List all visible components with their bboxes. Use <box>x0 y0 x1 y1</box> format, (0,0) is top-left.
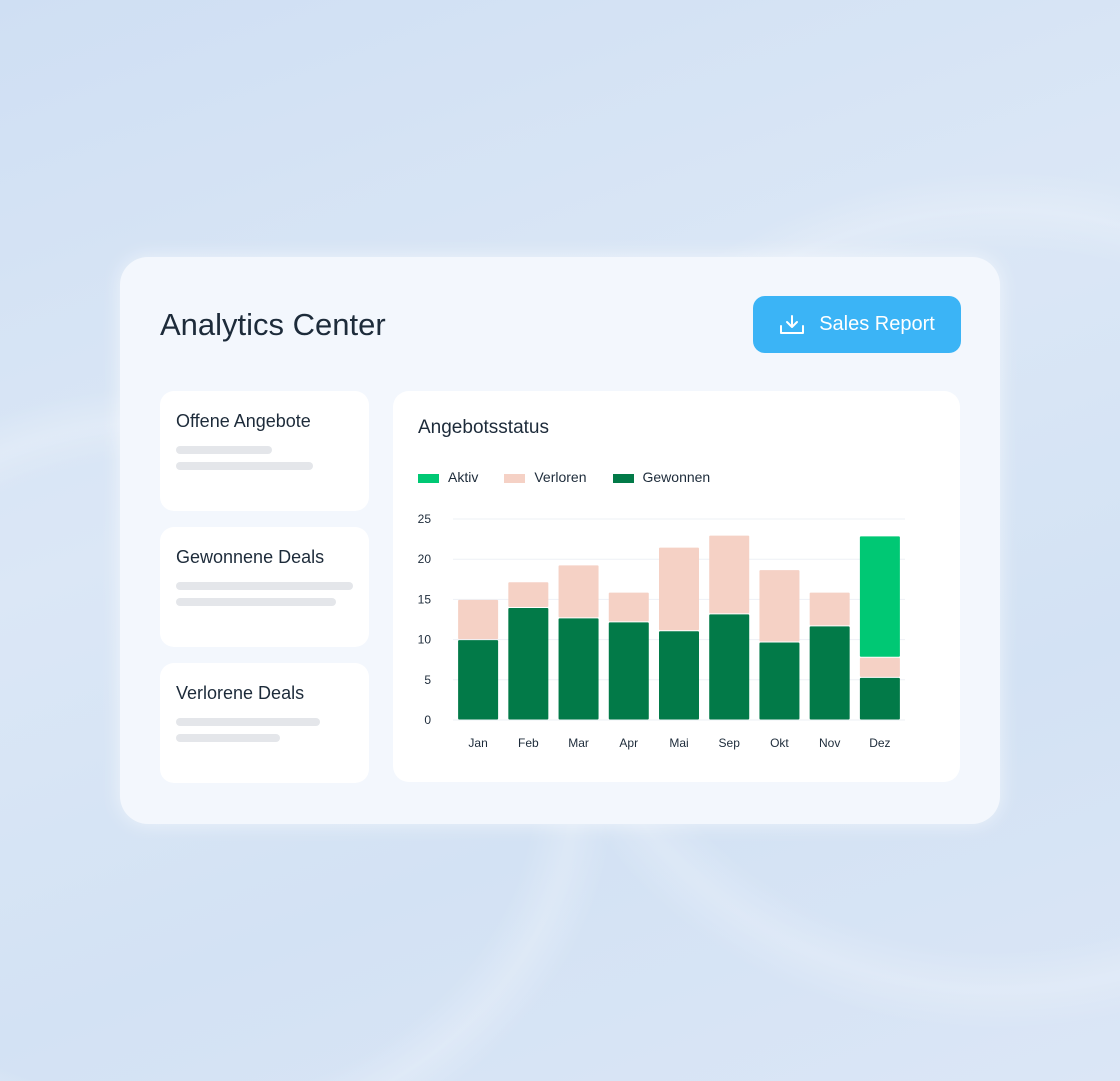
y-tick-label: 20 <box>418 552 432 566</box>
x-tick-label: Okt <box>770 736 789 750</box>
x-tick-label: Nov <box>819 736 840 750</box>
legend-item-verloren: Verloren <box>504 469 587 485</box>
download-icon <box>780 314 805 334</box>
bar-verloren-nov <box>809 592 850 626</box>
bar-verloren-mar <box>558 565 599 618</box>
x-tick-label: Mar <box>568 736 589 750</box>
stacked-bar-chart: 0 5 10 15 20 25 Jan Feb Mar Apr Mai Sep Okt Nov Dez <box>418 512 905 750</box>
placeholder-line <box>176 718 320 726</box>
y-tick-label: 10 <box>418 633 432 647</box>
bar-verloren-dez <box>859 657 900 677</box>
card-title: Offene Angebote <box>176 411 311 431</box>
x-tick-label: Apr <box>619 736 638 750</box>
bar-aktiv-dez <box>859 536 900 657</box>
y-tick-label: 0 <box>424 713 431 727</box>
bar-verloren-mai <box>659 547 699 631</box>
card-title: Verlorene Deals <box>176 683 305 703</box>
card-offene-angebote[interactable]: Offene Angebote <box>160 391 369 511</box>
x-tick-label: Feb <box>518 736 539 750</box>
bar-gewonnen-dez <box>859 677 900 720</box>
card-title: Gewonnene Deals <box>176 547 325 567</box>
placeholder-line <box>176 598 336 606</box>
sales-report-label: Sales Report <box>819 313 935 335</box>
y-tick-label: 5 <box>424 673 431 687</box>
legend-swatch <box>418 473 439 483</box>
chart-title: Angebotsstatus <box>418 417 549 438</box>
analytics-panel: Analytics Center Sales Report Offene Ang… <box>120 257 1000 824</box>
placeholder-line <box>176 446 272 454</box>
bar-verloren-okt <box>759 570 800 642</box>
legend-label: Aktiv <box>448 469 479 485</box>
bar-gewonnen-jan <box>458 640 499 720</box>
bar-gewonnen-mar <box>558 618 599 720</box>
x-tick-label: Sep <box>719 736 741 750</box>
placeholder-line <box>176 462 313 470</box>
bar-verloren-jan <box>458 599 499 640</box>
legend-item-gewonnen: Gewonnen <box>612 469 711 485</box>
legend-label: Gewonnen <box>642 469 711 485</box>
x-tick-label: Mai <box>669 736 688 750</box>
bar-verloren-feb <box>508 582 549 607</box>
bar-gewonnen-sep <box>709 614 750 720</box>
placeholder-line <box>176 582 353 590</box>
bar-verloren-sep <box>709 535 750 614</box>
bar-gewonnen-apr <box>608 622 649 720</box>
page-title: Analytics Center <box>160 307 386 342</box>
x-tick-label: Jan <box>468 736 487 750</box>
legend-swatch <box>504 473 526 483</box>
placeholder-line <box>176 734 280 742</box>
sales-report-button[interactable]: Sales Report <box>753 296 961 353</box>
chart-legend: Aktiv Verloren Gewonnen <box>418 469 710 485</box>
card-gewonnene-deals[interactable]: Gewonnene Deals <box>160 527 369 647</box>
legend-item-aktiv: Aktiv <box>418 469 478 485</box>
chart-card: Angebotsstatus Aktiv Verloren Gewonnen 0… <box>393 391 960 782</box>
bar-gewonnen-okt <box>759 642 800 720</box>
y-tick-label: 25 <box>418 512 432 526</box>
y-tick-label: 15 <box>418 592 432 606</box>
card-verlorene-deals[interactable]: Verlorene Deals <box>160 663 369 783</box>
bar-gewonnen-feb <box>508 607 549 720</box>
bar-gewonnen-nov <box>809 626 850 720</box>
bar-gewonnen-mai <box>659 631 699 720</box>
legend-swatch <box>612 473 634 483</box>
bar-verloren-apr <box>608 592 649 622</box>
legend-label: Verloren <box>534 469 587 485</box>
x-tick-label: Dez <box>869 736 890 750</box>
